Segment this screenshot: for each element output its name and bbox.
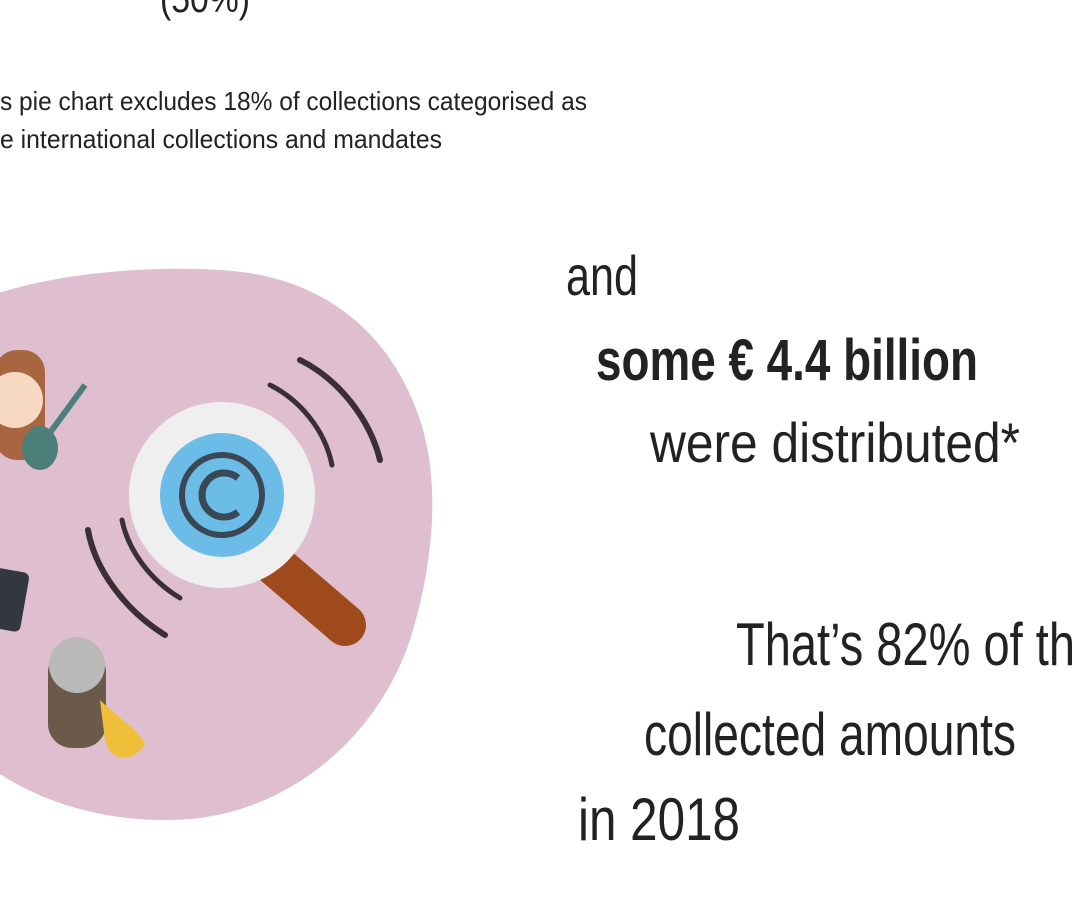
- note-line: e international collections and mandates: [0, 124, 442, 154]
- lead-text: and: [566, 244, 638, 307]
- verb-text: were distributed*: [649, 411, 1020, 474]
- note-line: s pie chart excludes 18% of collections …: [0, 86, 587, 116]
- illustration: [0, 268, 433, 821]
- share-line: collected amounts: [644, 701, 1016, 768]
- amount-text: some € 4.4 billion: [596, 328, 978, 393]
- percent-label: (50%): [160, 0, 250, 21]
- share-line: in 2018: [578, 786, 740, 853]
- share-line: That’s 82% of th: [736, 611, 1075, 678]
